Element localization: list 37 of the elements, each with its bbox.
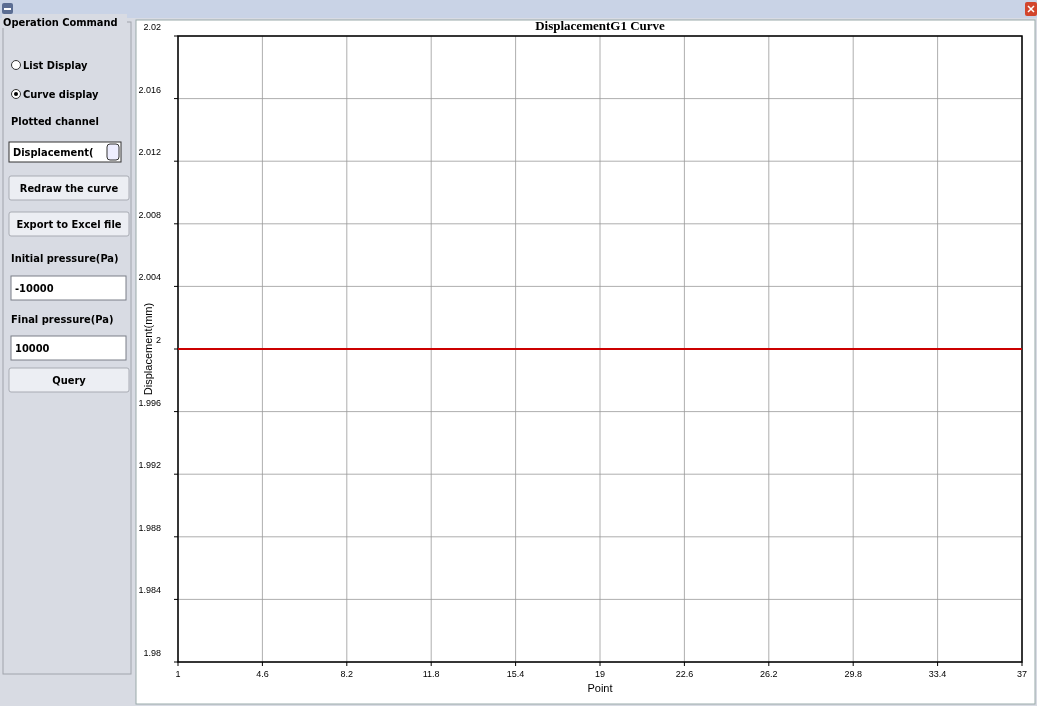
x-tick-label: 19 [594,669,606,679]
text: Displacement( [13,146,94,159]
x-tick-label: 11.8 [422,669,440,679]
y-tick-label: 1.984 [138,585,161,596]
y-tick-label: 2.016 [138,84,161,95]
text: -10000 [15,282,54,295]
x-tick-label: 22.6 [675,669,694,679]
text: Curve display [23,88,99,101]
text: 10000 [15,342,50,355]
text: Export to Excel file [16,218,122,231]
x-tick-label: 8.2 [340,669,354,679]
y-tick-label: 1.996 [138,397,161,408]
y-tick-label: 1.992 [138,460,161,471]
x-tick-label: 15.4 [506,669,525,679]
x-tick-label: 37 [1016,669,1028,679]
text: Redraw the curve [19,182,119,195]
text: List Display [23,59,89,72]
text: Operation Command [3,16,118,29]
y-tick-label: 2 [155,335,161,345]
y-tick-label: 2.008 [138,209,161,220]
chart-title: DisplacementG1 Curve [535,18,666,33]
y-tick-label: 1.988 [138,522,161,533]
x-tick-label: 29.8 [844,669,862,679]
x-tick-label: 33.4 [928,669,947,679]
y-tick-label: 2.004 [138,272,161,283]
text: Query [52,374,87,387]
text: Plotted channel [11,115,99,128]
x-tick-label: 26.2 [760,669,778,679]
text: Initial pressure(Pa) [11,252,119,265]
y-tick-label: 2.012 [138,147,161,158]
y-axis-title: Displacement(mm) [142,302,154,396]
y-tick-label: 2.02 [143,22,161,32]
x-axis-title: Point [587,682,613,694]
x-tick-label: 1 [175,669,181,679]
text: Final pressure(Pa) [11,313,114,326]
y-tick-label: 1.98 [143,648,161,658]
x-tick-label: 4.6 [256,669,269,679]
